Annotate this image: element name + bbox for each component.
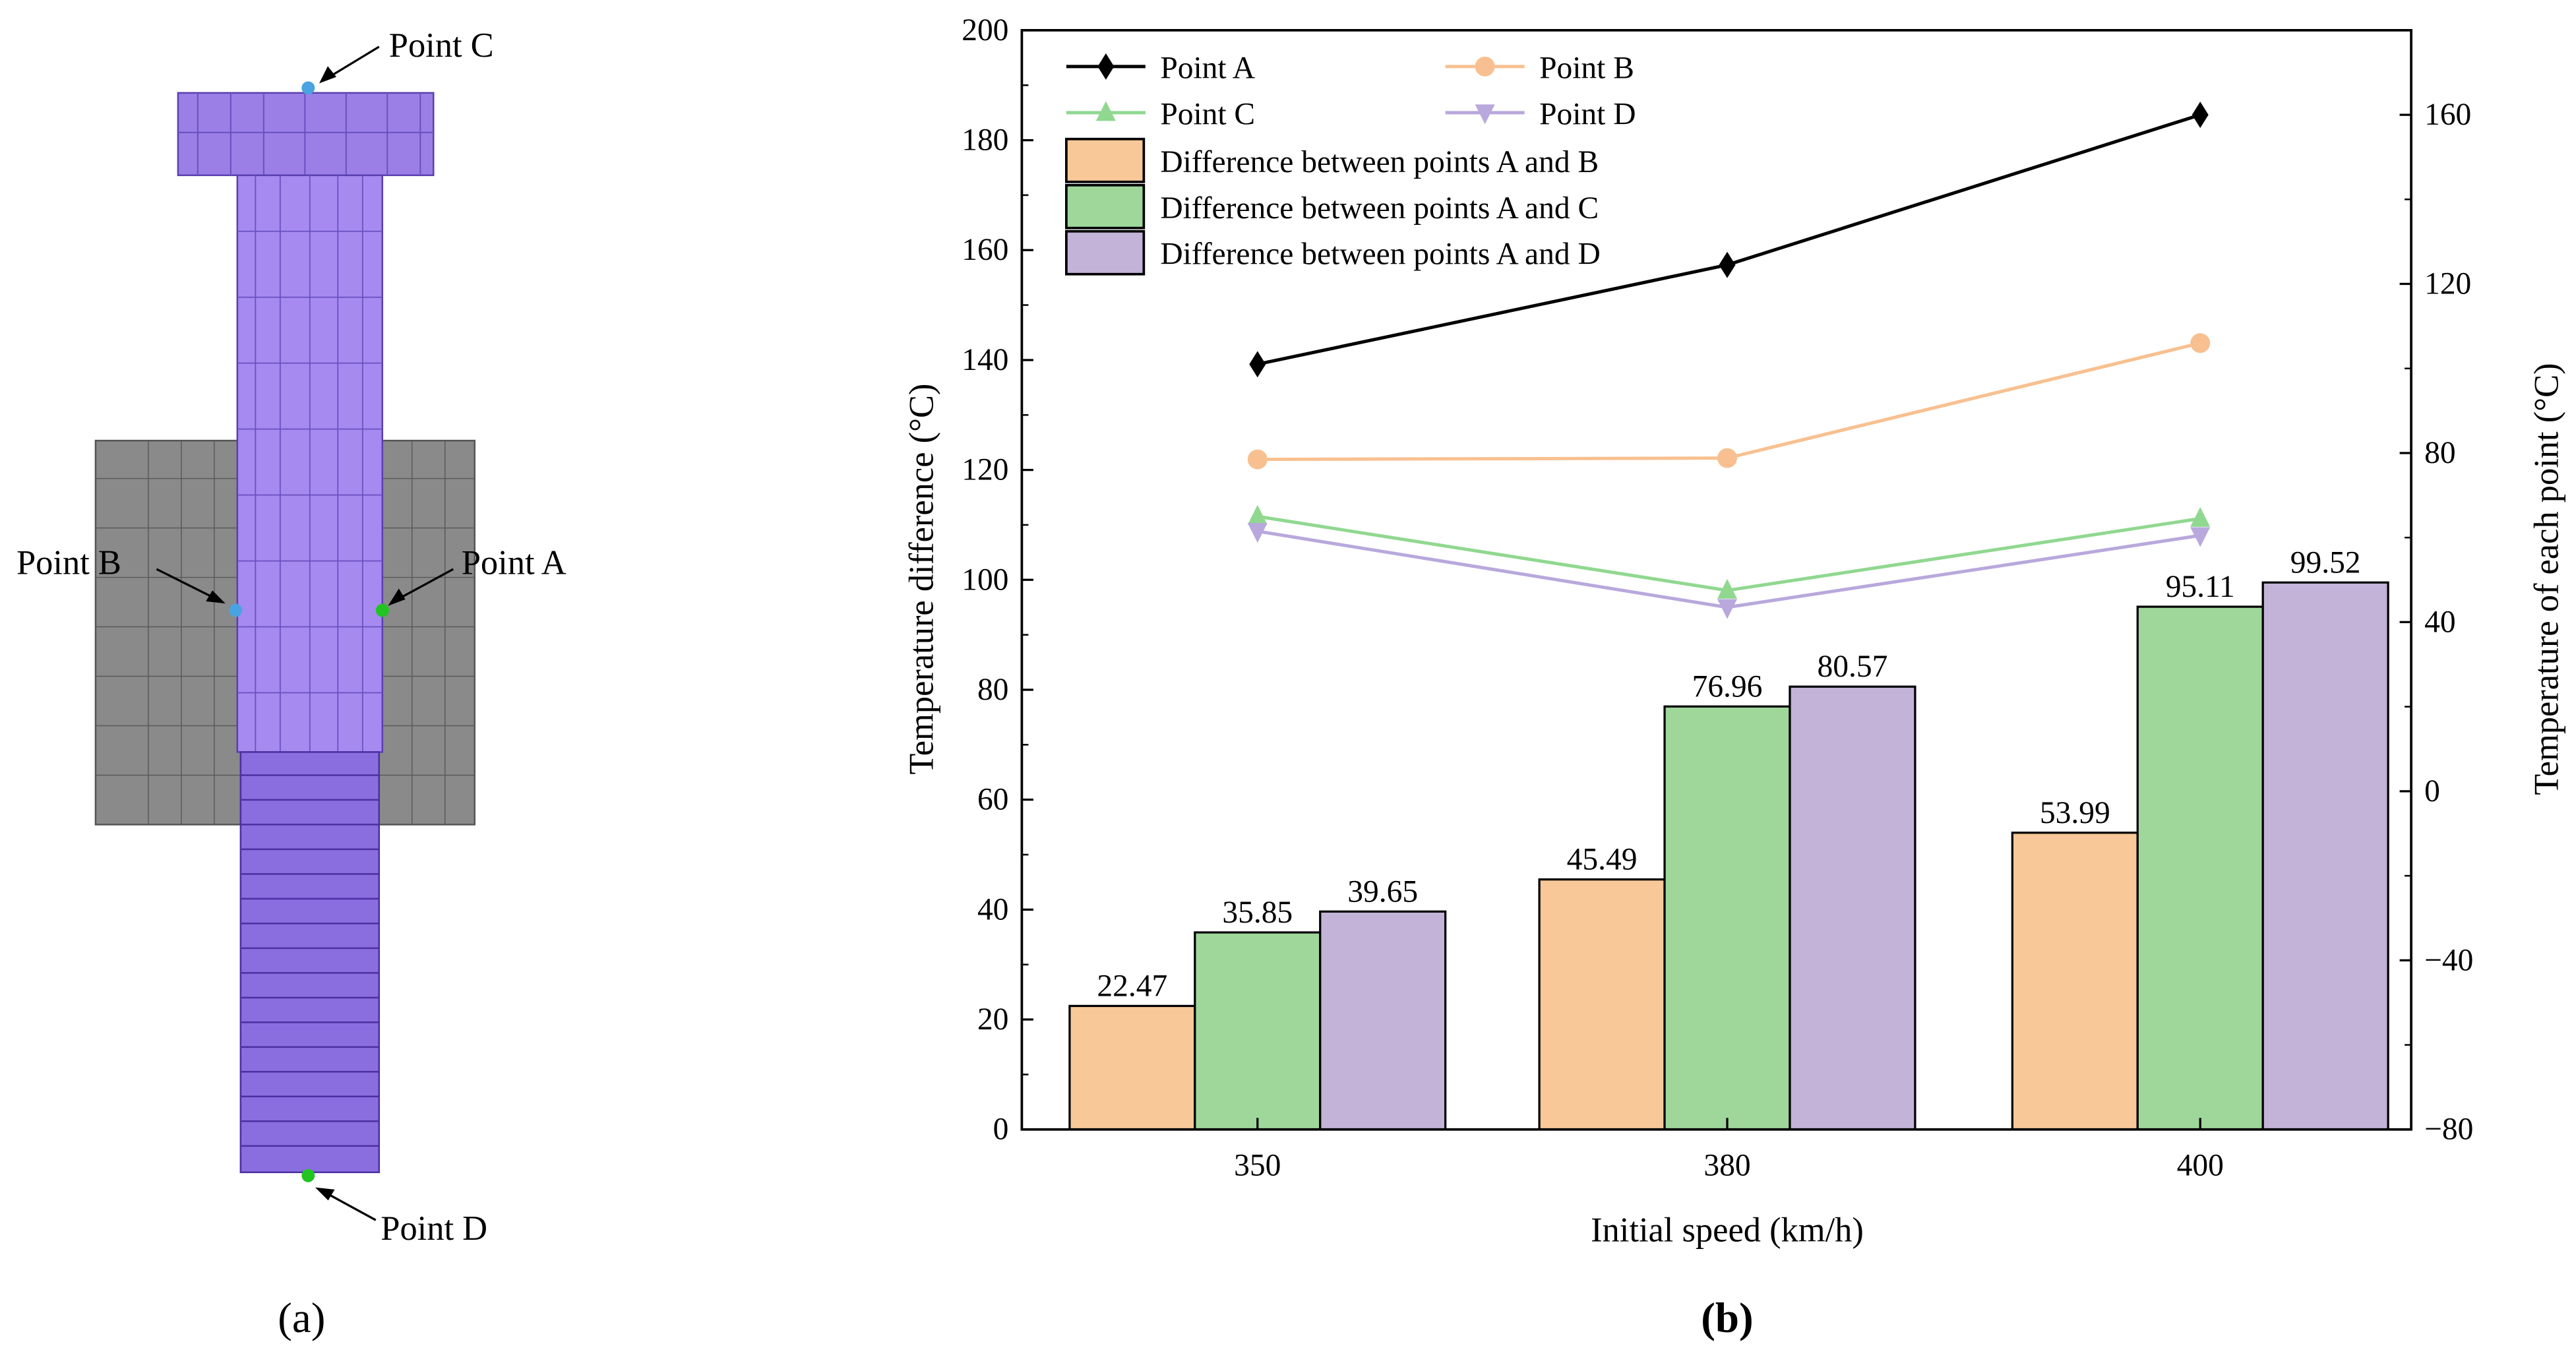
legend-label: Point A (1160, 51, 1255, 85)
y2-tick-label: −80 (2424, 1112, 2473, 1147)
bar (1789, 685, 1917, 1131)
x-tick-label: 380 (1703, 1149, 1750, 1183)
y-tick-label: 200 (962, 13, 1008, 47)
y-tick-label: 40 (977, 892, 1008, 927)
point-c-marker (301, 81, 315, 95)
bar (1068, 1004, 1196, 1131)
bar (2261, 581, 2389, 1131)
bar (1663, 705, 1791, 1131)
legend-label: Point D (1539, 97, 1636, 131)
data-point (2192, 102, 2209, 129)
bar (1319, 910, 1447, 1131)
bar-value-label: 22.47 (1097, 969, 1167, 1003)
bar (2136, 605, 2264, 1131)
data-point (1247, 449, 1268, 470)
data-point (1719, 251, 1736, 278)
legend-marker (1097, 53, 1115, 80)
y-tick-label: 60 (977, 783, 1008, 817)
y-tick-label: 80 (977, 673, 1008, 707)
bolt-model-panel: Point C Point B Point A Point D (a) (16, 26, 567, 1342)
legend-label: Point B (1539, 51, 1634, 85)
y2-tick-label: −40 (2424, 943, 2473, 977)
bar-value-label: 45.49 (1567, 843, 1638, 877)
x-tick-label: 350 (1234, 1149, 1281, 1183)
panel-b-caption: (b) (1701, 1294, 1753, 1342)
data-point (1717, 448, 1737, 468)
bolt-thread (239, 751, 381, 1173)
bar-value-label: 39.65 (1347, 874, 1418, 909)
bar-value-label: 53.99 (2040, 796, 2110, 830)
legend-marker (1475, 104, 1495, 125)
bar (1194, 931, 1322, 1131)
x-axis-label: Initial speed (km/h) (1591, 1211, 1864, 1250)
y-tick-label: 0 (993, 1112, 1009, 1147)
data-point (2190, 506, 2211, 527)
bar (2011, 832, 2139, 1131)
y2-axis-label: Temperature of each point (°C) (2528, 363, 2566, 795)
bar-value-label: 95.11 (2166, 570, 2235, 604)
series-line-point-b (1257, 341, 2201, 462)
bar-value-label: 35.85 (1222, 896, 1293, 930)
y-tick-label: 100 (962, 563, 1008, 597)
point-a-arrow (394, 568, 454, 601)
y-tick-label: 160 (962, 233, 1008, 267)
panel-a-caption: (a) (278, 1294, 325, 1342)
y2-tick-label: 160 (2424, 98, 2471, 132)
legend-label: Difference between points A and B (1160, 145, 1599, 179)
point-d-marker (301, 1169, 315, 1182)
y-tick-label: 120 (962, 453, 1008, 487)
bar (1538, 878, 1666, 1131)
legend-bar-swatch (1065, 137, 1146, 183)
data-point (1249, 351, 1266, 378)
data-point (1717, 578, 1737, 599)
bar-value-label: 80.57 (1818, 650, 1888, 684)
data-point (2190, 333, 2211, 353)
y2-tick-label: 40 (2424, 605, 2455, 639)
legend-marker (1475, 56, 1495, 76)
axis-ticks: 0 20 40 60 80 100 120 140 160 180 200 −80 −40 0 40 80 12… (962, 13, 2473, 1183)
legend-label: Difference between points A and D (1160, 237, 1600, 272)
legend-bar-swatch (1065, 229, 1146, 276)
point-d-label: Point D (381, 1209, 487, 1248)
data-point (1247, 523, 1268, 543)
point-a-marker (375, 603, 389, 617)
data-point (1717, 599, 1737, 619)
y2-tick-label: 120 (2424, 267, 2471, 301)
legend-label: Difference between points A and C (1160, 191, 1599, 226)
point-a-label: Point A (462, 544, 567, 582)
y-tick-label: 180 (962, 123, 1008, 158)
series-lines (1247, 102, 2211, 619)
legend-bar-swatch (1065, 183, 1146, 229)
point-b-arrow (156, 568, 220, 602)
point-b-label: Point B (16, 544, 121, 582)
point-b-marker (229, 603, 243, 617)
legend: Point A Point B Point C Point D Difference b… (1065, 51, 1636, 276)
point-c-label: Point C (389, 26, 494, 65)
bar-value-label: 99.52 (2290, 545, 2361, 580)
bar-value-label: 76.96 (1692, 669, 1763, 704)
y2-tick-label: 0 (2424, 774, 2440, 808)
y-axis-label: Temperature difference (°C) (902, 383, 940, 774)
data-point (2190, 527, 2211, 547)
y2-tick-label: 80 (2424, 436, 2455, 470)
y-tick-label: 20 (977, 1002, 1008, 1037)
bars: 22.47 45.49 53.99 35.85 76.96 95.11 39.65 80.57… (1068, 545, 2389, 1131)
y-tick-label: 140 (962, 343, 1008, 377)
bolt-head (177, 92, 435, 177)
x-tick-label: 400 (2177, 1149, 2224, 1183)
temperature-chart: 22.47 45.49 53.99 35.85 76.96 95.11 39.65 80.57… (902, 13, 2565, 1342)
legend-marker (1095, 101, 1116, 121)
data-point (1247, 504, 1268, 525)
legend-label: Point C (1160, 97, 1255, 131)
